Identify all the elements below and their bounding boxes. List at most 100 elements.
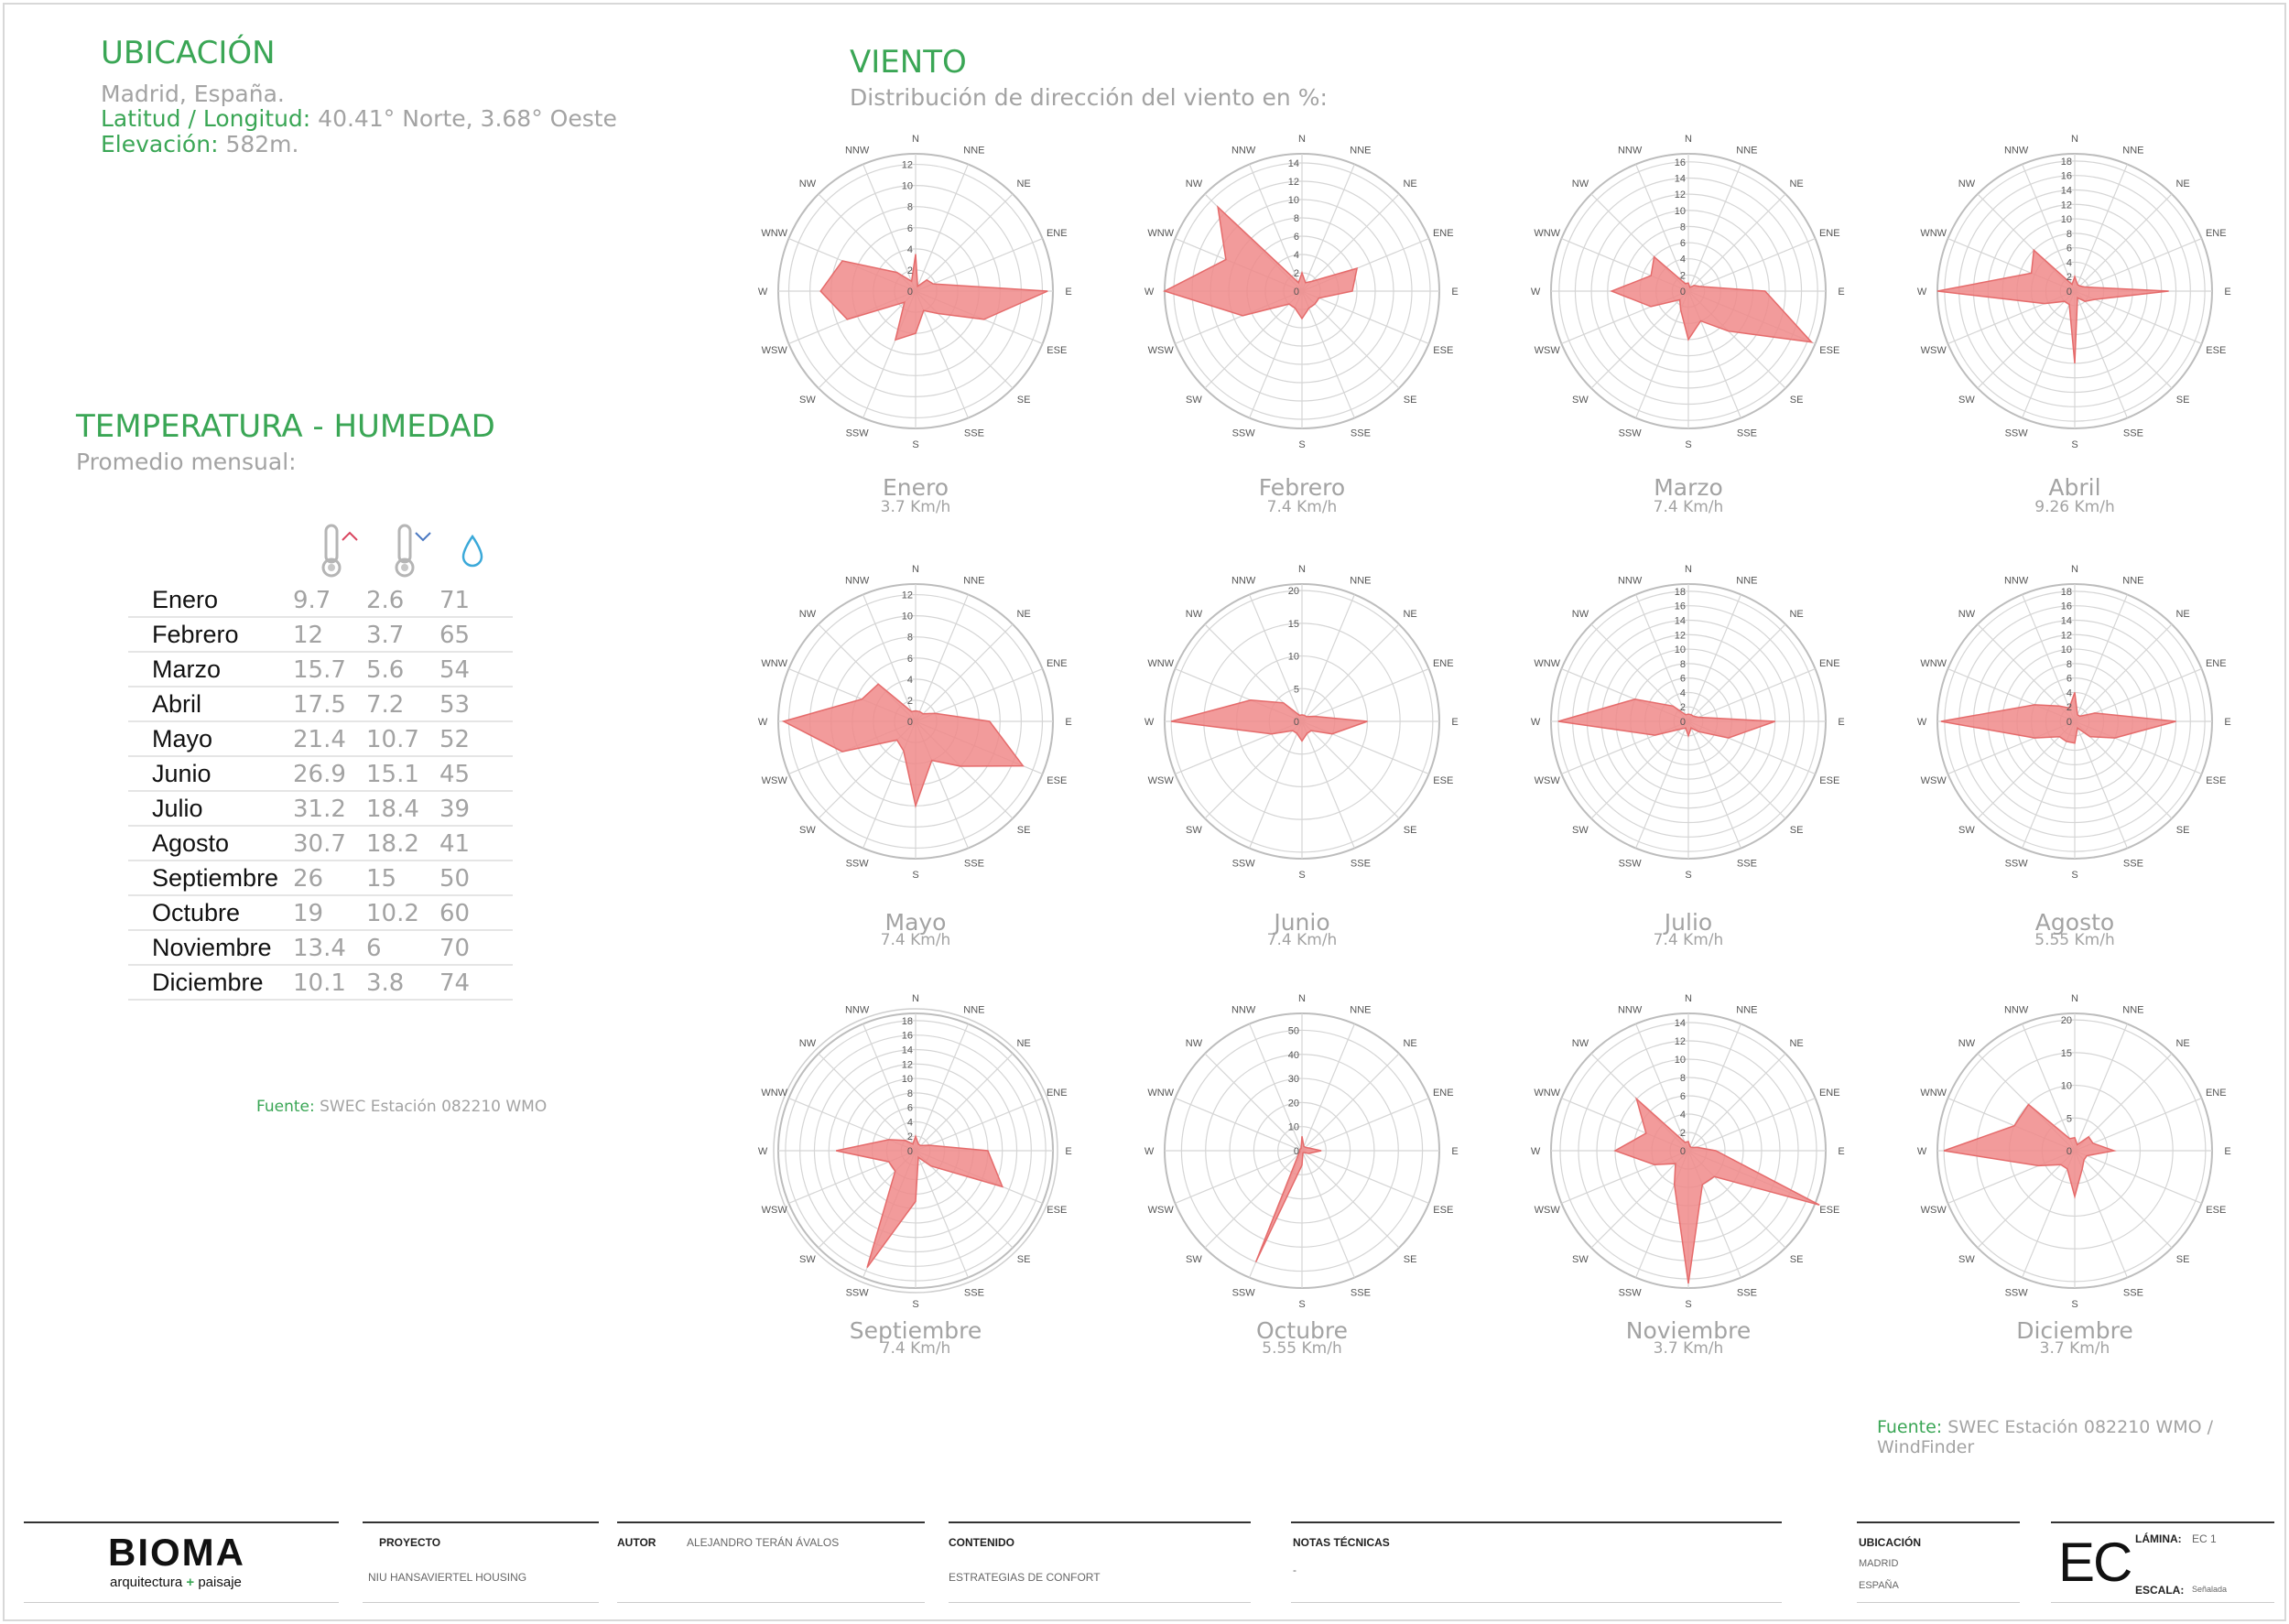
month-cell: Mayo — [128, 721, 293, 757]
rose-tick-label: 14 — [1675, 173, 1686, 184]
rose-month-label: Noviembre — [1625, 1317, 1752, 1344]
bioma-tagline: arquitectura + paisaje — [110, 1575, 242, 1590]
sheet-frame — [3, 3, 2286, 1621]
temp-min-cell: 6 — [366, 930, 439, 966]
rose-tick-label: 18 — [2061, 157, 2072, 168]
direction-label: SW — [799, 1254, 816, 1265]
direction-label: S — [1298, 870, 1305, 881]
rose-spoke — [2022, 720, 2076, 849]
rose-spoke — [1301, 594, 1355, 722]
rose-tick-label: 8 — [907, 202, 913, 213]
temperatura-source-value: SWEC Estación 082210 WMO — [320, 1098, 548, 1116]
direction-label: WNW — [1147, 228, 1174, 239]
direction-label: ENE — [1819, 658, 1840, 669]
table-row: Mayo 21.4 10.7 52 — [128, 721, 513, 757]
ubicacion-footer-label: UBICACIÓN — [1859, 1536, 1921, 1549]
rose-tick-label: 2 — [907, 265, 913, 276]
direction-label: NNW — [1231, 576, 1256, 587]
rose-spoke — [2022, 594, 2076, 722]
elevation-label: Elevación: — [101, 131, 219, 157]
rose-month-label: Septiembre — [849, 1317, 982, 1344]
rose-tick-label: 2 — [2067, 702, 2072, 713]
direction-label: SSE — [964, 858, 984, 869]
direction-label: SSE — [1737, 428, 1757, 438]
wind-rose-junio: N NNE NE ENE E ESE SE SSE S SSW SW WSW W WNW NW NNW 0 5 10… — [1144, 564, 1459, 881]
rose-tick-label: 14 — [1675, 615, 1686, 626]
rose-spoke — [2074, 720, 2173, 819]
rose-tick-label: 4 — [1680, 687, 1686, 698]
direction-label: SSE — [1737, 858, 1757, 869]
table-row: Octubre 19 10.2 60 — [128, 895, 513, 931]
rose-spoke — [915, 193, 1014, 292]
direction-label: ENE — [1819, 228, 1840, 239]
rose-month-label: Abril — [2048, 474, 2101, 501]
rose-tick-label: 10 — [1288, 1122, 1299, 1133]
wind-rose-julio: N NNE NE ENE E ESE SE SSE S SSW SW WSW W WNW NW NNW 0 2 4 6… — [1531, 564, 1845, 881]
rose-tick-label: 8 — [2067, 229, 2072, 240]
direction-label: NNE — [1350, 146, 1371, 157]
rose-tick-label: 16 — [2061, 601, 2072, 612]
direction-label: NNE — [1350, 576, 1371, 587]
month-cell: Enero — [128, 582, 293, 618]
rose-tick-label: 20 — [1288, 1098, 1299, 1109]
rose-area — [1170, 699, 1368, 742]
rose-speed-label: 7.4 Km/h — [1266, 931, 1338, 949]
direction-label: E — [1451, 717, 1458, 728]
rose-spoke — [1249, 594, 1303, 722]
direction-label: NNE — [2122, 1005, 2143, 1016]
autor-label: AUTOR — [617, 1536, 656, 1549]
direction-label: SE — [1017, 825, 1031, 836]
footer-bottom-rule-lamina — [2051, 1602, 2274, 1603]
rose-spoke — [915, 238, 1043, 292]
rose-tick-label: 14 — [1288, 158, 1299, 169]
rose-spoke — [1977, 1150, 2076, 1249]
direction-label: ENE — [1047, 1088, 1068, 1099]
rose-area — [1613, 1097, 1820, 1284]
rose-spoke — [2074, 1023, 2128, 1152]
direction-label: NNW — [845, 1005, 870, 1016]
humidity-cell: 45 — [439, 756, 513, 792]
direction-label: NW — [799, 609, 817, 620]
temp-max-cell: 26.9 — [293, 756, 366, 792]
direction-label: WSW — [1535, 775, 1561, 786]
direction-label: SE — [1017, 1254, 1031, 1265]
rose-spoke — [2074, 290, 2173, 389]
rose-spoke — [1635, 1023, 1689, 1152]
temperatura-title: TEMPERATURA - HUMEDAD — [76, 408, 495, 445]
rose-spoke — [1301, 720, 1400, 819]
rose-tick-label: 40 — [1288, 1050, 1299, 1061]
footer-bottom-rule-notas — [1291, 1602, 1782, 1603]
wind-rose-abril: N NNE NE ENE E ESE SE SSE S SSW SW WSW W WNW NW NNW 0 2 4 6… — [1917, 134, 2231, 450]
direction-label: WSW — [1148, 1205, 1175, 1216]
viento-source: Fuente: SWEC Estación 082210 WMO / WindF… — [1877, 1417, 2289, 1457]
proyecto-label: PROYECTO — [379, 1536, 441, 1549]
rose-tick-label: 4 — [1680, 254, 1686, 265]
direction-label: E — [2224, 1146, 2230, 1157]
rose-spoke — [2074, 238, 2202, 292]
rose-speed-label: 3.7 Km/h — [1653, 1339, 1724, 1358]
footer-bottom-rule-proyecto — [363, 1602, 599, 1603]
direction-label: SSW — [1619, 1287, 1643, 1298]
table-row: Diciembre 10.1 3.8 74 — [128, 965, 513, 1001]
direction-label: ENE — [1047, 658, 1068, 669]
direction-label: NNW — [2004, 576, 2029, 587]
direction-label: NNE — [963, 576, 984, 587]
ubicacion-place: Madrid, España. — [101, 81, 285, 107]
direction-label: WNW — [1920, 658, 1947, 669]
rose-tick-label: 0 — [1680, 717, 1686, 728]
direction-label: WNW — [1147, 1088, 1174, 1099]
lamina-label: LÁMINA: — [2135, 1532, 2182, 1545]
direction-label: ENE — [2206, 228, 2227, 239]
rose-spoke — [1301, 1150, 1400, 1249]
direction-label: SW — [1186, 395, 1202, 406]
rose-tick-label: 0 — [907, 717, 913, 728]
rose-tick-label: 8 — [1680, 222, 1686, 233]
direction-label: NNE — [1736, 576, 1757, 587]
humidity-cell: 70 — [439, 930, 513, 966]
rose-speed-label: 5.55 Km/h — [1262, 1339, 1342, 1358]
rose-spoke — [1301, 623, 1400, 722]
direction-label: SSE — [964, 428, 984, 438]
footer-bottom-rule-autor — [617, 1602, 925, 1603]
direction-label: NE — [2175, 609, 2189, 620]
table-row: Enero 9.7 2.6 71 — [128, 582, 513, 618]
